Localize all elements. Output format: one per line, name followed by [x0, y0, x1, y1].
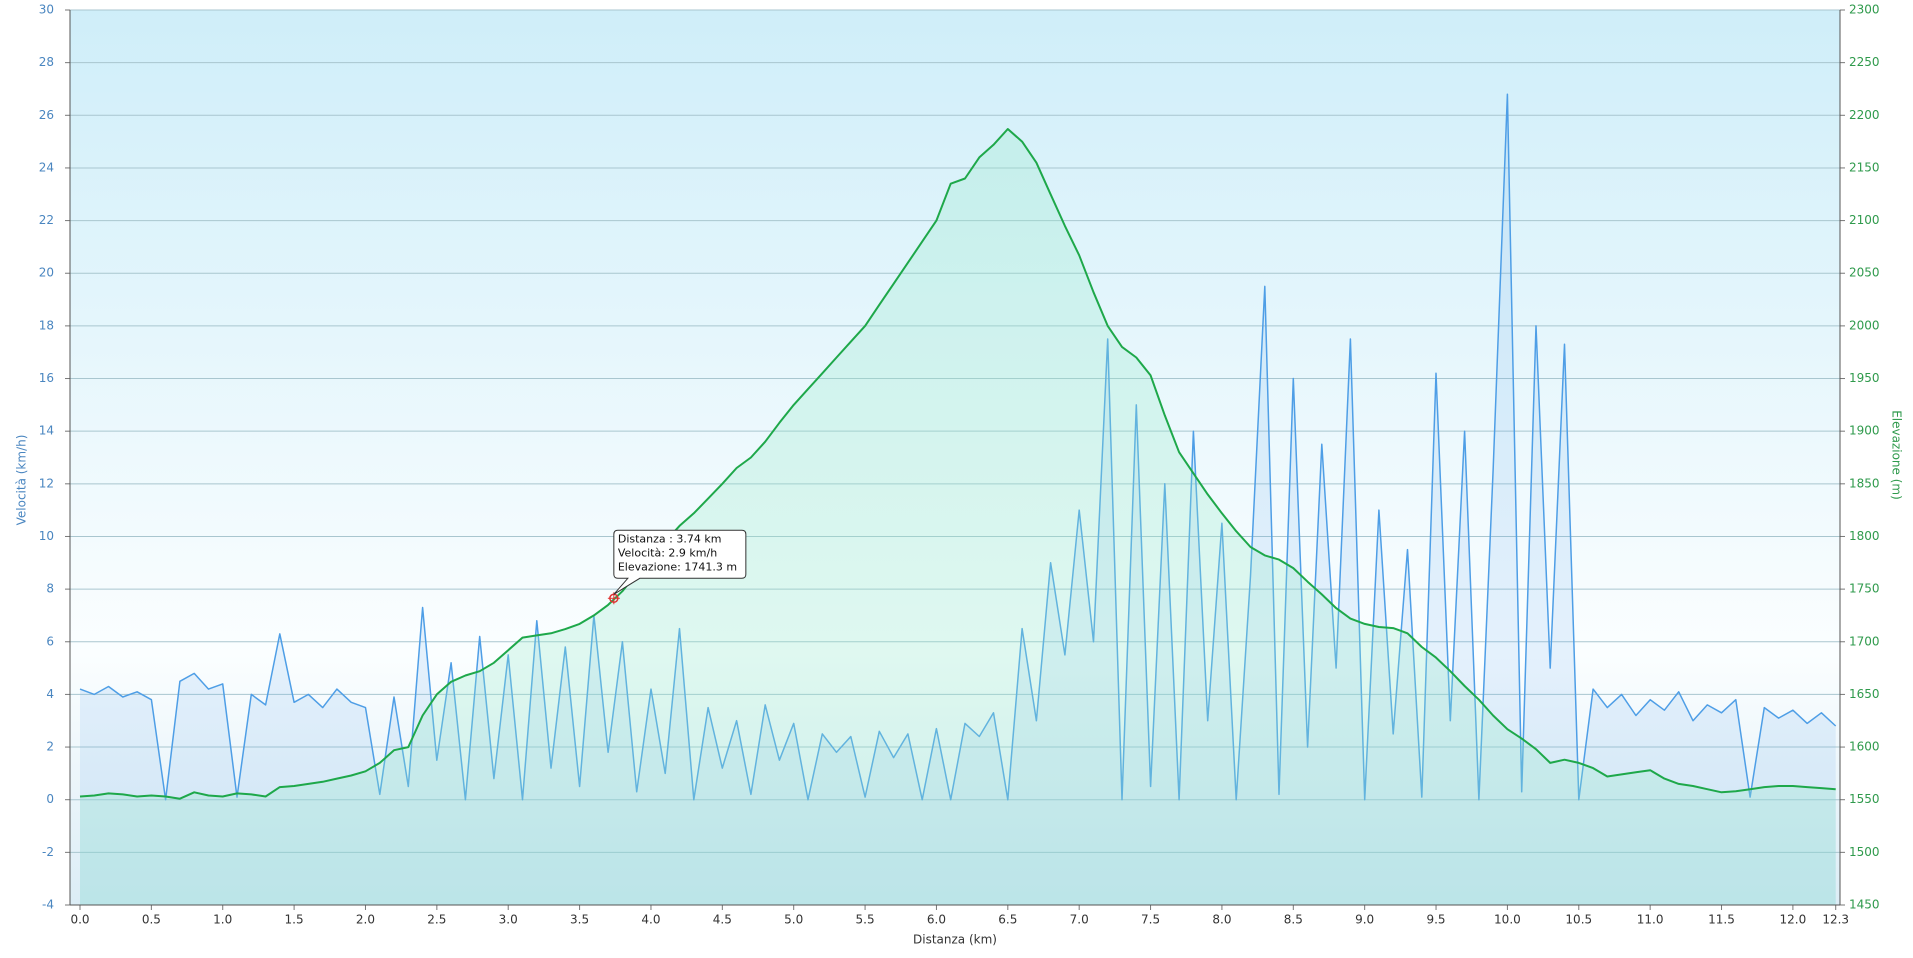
y2-tick-label: 2050: [1849, 266, 1880, 280]
x-tick-label: 4.5: [713, 913, 732, 927]
x-tick-label: 4.0: [641, 913, 660, 927]
y-tick-label: 30: [39, 3, 54, 17]
x-tick-label: 5.5: [856, 913, 875, 927]
series-line: [79, 93, 1837, 801]
y-tick-label: 16: [39, 371, 54, 385]
y-tick-label: 22: [39, 213, 54, 227]
tooltip-line: Distanza : 3.74 km: [618, 532, 722, 545]
x-axis-label: Distanza (km): [913, 933, 997, 947]
y2-tick-label: 1600: [1849, 740, 1880, 754]
y2-tick-label: 1750: [1849, 582, 1880, 596]
y-tick-label: 26: [39, 108, 54, 122]
area: [80, 129, 1836, 905]
tooltip-line: Velocità: 2.9 km/h: [618, 546, 717, 559]
x-tick-label: 2.5: [427, 913, 446, 927]
x-tick-label: 12.0: [1780, 913, 1807, 927]
x-tick-label: 9.5: [1426, 913, 1445, 927]
x-tick-label: 6.5: [998, 913, 1017, 927]
y-tick-label: -2: [42, 845, 54, 859]
y2-tick-label: 1950: [1849, 371, 1880, 385]
x-tick-label: 8.0: [1212, 913, 1231, 927]
x-tick-label: 8.5: [1284, 913, 1303, 927]
y-axis-label: Velocità (km/h): [15, 435, 29, 526]
y-tick-label: 12: [39, 476, 54, 490]
x-tick-label: 0.0: [70, 913, 89, 927]
x-tick-label: 11.5: [1708, 913, 1735, 927]
x-tick-label: 2.0: [356, 913, 375, 927]
x-tick-label: 1.5: [285, 913, 304, 927]
y-tick-label: 28: [39, 55, 54, 69]
x-tick-label: 6.0: [927, 913, 946, 927]
y2-tick-label: 2150: [1849, 160, 1880, 174]
y2-tick-label: 2300: [1849, 3, 1880, 17]
y-tick-label: 2: [46, 740, 54, 754]
y-tick-label: 8: [46, 582, 54, 596]
y2-tick-label: 2200: [1849, 108, 1880, 122]
y2-tick-label: 2250: [1849, 55, 1880, 69]
y-tick-label: -4: [42, 898, 54, 912]
x-tick-label: 7.5: [1141, 913, 1160, 927]
tooltip-box: [613, 529, 747, 595]
x-tick-label: 10.5: [1565, 913, 1592, 927]
x-tick-label: 3.5: [570, 913, 589, 927]
y2-tick-label: 2000: [1849, 318, 1880, 332]
y-tick-label: 10: [39, 529, 54, 543]
series-line: [79, 128, 1836, 800]
x-tick-label: 1.0: [213, 913, 232, 927]
y2-tick-label: 1900: [1849, 424, 1880, 438]
tooltip-line: Elevazione: 1741.3 m: [618, 560, 737, 573]
x-tick-label: 11.0: [1637, 913, 1664, 927]
x-tick-label: 9.0: [1355, 913, 1374, 927]
y-tick-label: 0: [46, 792, 54, 806]
y2-tick-label: 1800: [1849, 529, 1880, 543]
x-tick-label: 10.0: [1494, 913, 1521, 927]
y2-tick-label: 1850: [1849, 476, 1880, 490]
y-tick-label: 4: [46, 687, 54, 701]
y-tick-label: 20: [39, 266, 54, 280]
y2-tick-label: 1500: [1849, 845, 1880, 859]
x-tick-label: 0.5: [142, 913, 161, 927]
y-tick-label: 18: [39, 318, 54, 332]
y2-tick-label: 1700: [1849, 634, 1880, 648]
x-tick-label: 3.0: [499, 913, 518, 927]
y2-axis-label: Elevazione (m): [1890, 410, 1904, 500]
y-tick-label: 24: [39, 160, 54, 174]
x-tick-label: 5.0: [784, 913, 803, 927]
area: [80, 94, 1836, 905]
x-tick-label: 12.3: [1822, 913, 1849, 927]
y2-tick-label: 1450: [1849, 898, 1880, 912]
y-tick-label: 14: [39, 424, 54, 438]
y2-tick-label: 1550: [1849, 792, 1880, 806]
y2-tick-label: 1650: [1849, 687, 1880, 701]
y-tick-label: 6: [46, 634, 54, 648]
y2-tick-label: 2100: [1849, 213, 1880, 227]
x-tick-label: 7.0: [1070, 913, 1089, 927]
plot-area: [70, 10, 1840, 905]
